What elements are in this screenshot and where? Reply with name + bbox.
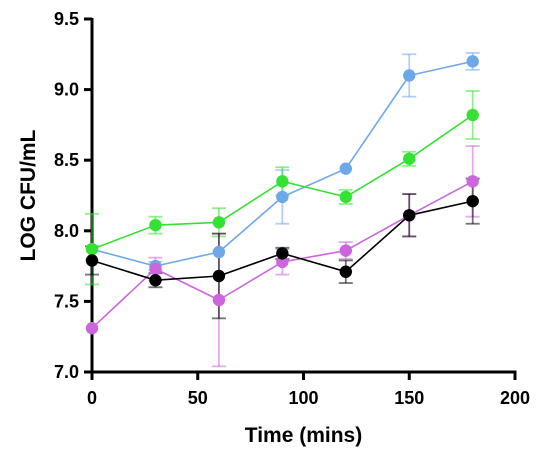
y-tick-label: 7.0 xyxy=(54,362,79,382)
data-points xyxy=(85,55,479,335)
series-3-point xyxy=(339,244,352,257)
series-4-point xyxy=(149,274,162,287)
x-axis-title: Time (mins) xyxy=(245,424,362,447)
series-2-point xyxy=(212,216,226,229)
series-1-point xyxy=(339,162,352,175)
series-3-point xyxy=(212,293,226,307)
series-2-point xyxy=(149,218,162,232)
y-tick-label: 9.0 xyxy=(54,80,79,100)
y-tick-label: 7.5 xyxy=(54,291,79,311)
series-2-point xyxy=(403,152,416,165)
series-4-point xyxy=(85,254,99,267)
y-tick-label: 8.0 xyxy=(54,221,79,241)
series-2-point xyxy=(85,242,99,256)
series-1-point xyxy=(276,190,289,204)
series-3-point xyxy=(276,255,289,269)
y-tick-label: 9.5 xyxy=(54,9,79,29)
series-4-point xyxy=(403,209,416,222)
x-tick-label: 0 xyxy=(87,388,97,408)
series-3-point xyxy=(85,322,99,335)
series-2-point xyxy=(466,108,479,122)
series-2-point xyxy=(339,190,352,204)
series-1-point xyxy=(403,69,416,82)
series-3-point xyxy=(466,175,479,188)
axes: 0 50 100 150 200 7.0 7.5 8.0 8.5 9.0 9.5 xyxy=(54,9,530,408)
x-tick-label: 200 xyxy=(500,388,530,408)
x-tick-label: 50 xyxy=(188,388,208,408)
x-tick-label: 150 xyxy=(394,388,424,408)
series-2-point xyxy=(276,175,289,188)
series-4-point xyxy=(212,269,226,283)
series-line-1 xyxy=(91,60,473,267)
series-1-point xyxy=(466,55,479,68)
series-1-point xyxy=(212,245,226,259)
series-3-point xyxy=(149,262,162,276)
series-4-point xyxy=(339,265,352,278)
y-axis-title: LOG CFU/mL xyxy=(17,129,40,261)
y-tick-label: 8.5 xyxy=(54,150,79,170)
series-4-point xyxy=(466,194,479,208)
x-tick-label: 100 xyxy=(288,388,318,408)
series-4-point xyxy=(276,247,289,260)
